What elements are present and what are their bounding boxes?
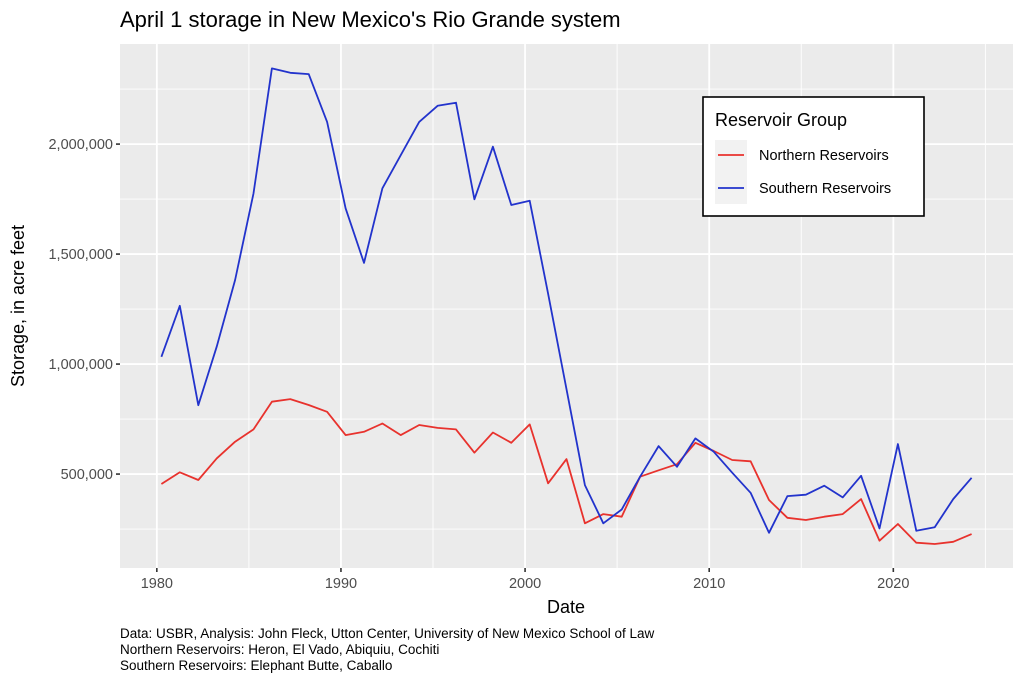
caption-line-northern: Northern Reservoirs: Heron, El Vado, Abi… bbox=[120, 642, 439, 657]
x-tick-label: 2020 bbox=[877, 576, 909, 592]
y-tick-label: 500,000 bbox=[61, 467, 113, 483]
chart-title: April 1 storage in New Mexico's Rio Gran… bbox=[120, 7, 621, 32]
x-tick-label: 2010 bbox=[693, 576, 725, 592]
legend: Reservoir Group Northern Reservoirs South… bbox=[702, 96, 925, 217]
x-tick-label: 2000 bbox=[509, 576, 541, 592]
legend-title: Reservoir Group bbox=[715, 110, 847, 130]
y-tick-label: 2,000,000 bbox=[48, 137, 113, 153]
x-axis: 1980 1990 2000 2010 2020 bbox=[141, 568, 909, 592]
legend-item-northern-reservoirs: Northern Reservoirs bbox=[718, 148, 889, 164]
legend-item-southern-reservoirs: Southern Reservoirs bbox=[718, 181, 891, 197]
y-axis-title: Storage, in acre feet bbox=[8, 225, 28, 387]
x-tick-label: 1990 bbox=[325, 576, 357, 592]
caption-line-southern: Southern Reservoirs: Elephant Butte, Cab… bbox=[120, 658, 392, 673]
caption: Data: USBR, Analysis: John Fleck, Utton … bbox=[120, 626, 654, 673]
y-axis: 500,000 1,000,000 1,500,000 2,000,000 bbox=[48, 137, 120, 483]
legend-label-southern-reservoirs: Southern Reservoirs bbox=[759, 181, 891, 197]
series-layer bbox=[160, 67, 973, 545]
x-tick-label: 1980 bbox=[141, 576, 173, 592]
x-axis-title: Date bbox=[547, 597, 585, 617]
y-tick-label: 1,000,000 bbox=[48, 357, 113, 373]
caption-line-source: Data: USBR, Analysis: John Fleck, Utton … bbox=[120, 626, 654, 641]
y-tick-label: 1,500,000 bbox=[48, 247, 113, 263]
legend-label-northern-reservoirs: Northern Reservoirs bbox=[759, 148, 889, 164]
legend-key-background bbox=[715, 140, 747, 204]
